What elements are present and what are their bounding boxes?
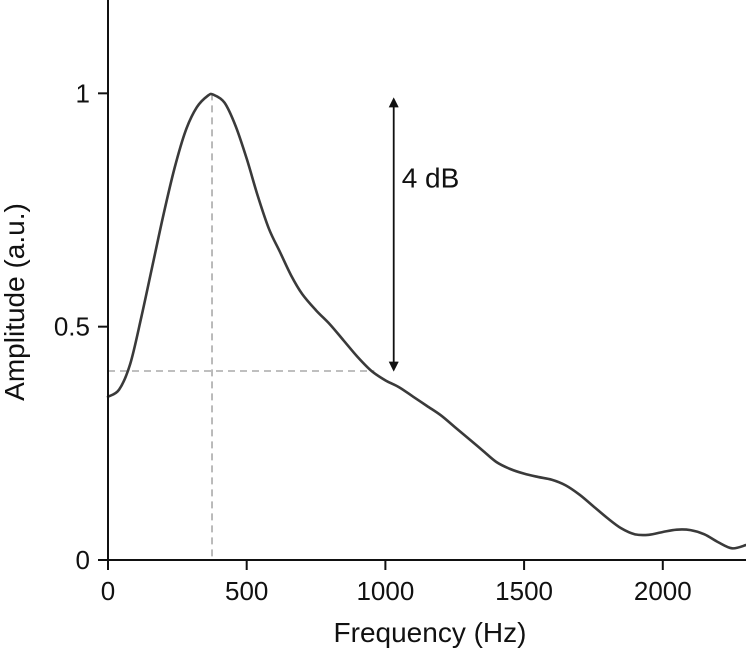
x-tick-label-0: 0 <box>101 576 115 606</box>
annotation-layer: 4 dB <box>388 97 460 372</box>
x-tick-label-2000: 2000 <box>634 576 692 606</box>
y-axis-title: Amplitude (a.u.) <box>0 203 30 401</box>
difference-label-0: 4 dB <box>402 163 460 194</box>
x-tick-label-1500: 1500 <box>495 576 553 606</box>
x-axis-title: Frequency (Hz) <box>334 617 527 648</box>
y-tick-label-0: 0 <box>76 545 90 575</box>
reference-lines <box>108 93 375 560</box>
y-tick-label-0.5: 0.5 <box>54 312 90 342</box>
y-tick-label-1: 1 <box>76 78 90 108</box>
amplitude-curve-0 <box>106 92 746 550</box>
x-tick-label-500: 500 <box>225 576 268 606</box>
series-layer <box>106 92 746 550</box>
axes: 0 500 1000 1500 2000 0 0.5 1 <box>54 0 746 606</box>
x-tick-label-1000: 1000 <box>356 576 414 606</box>
